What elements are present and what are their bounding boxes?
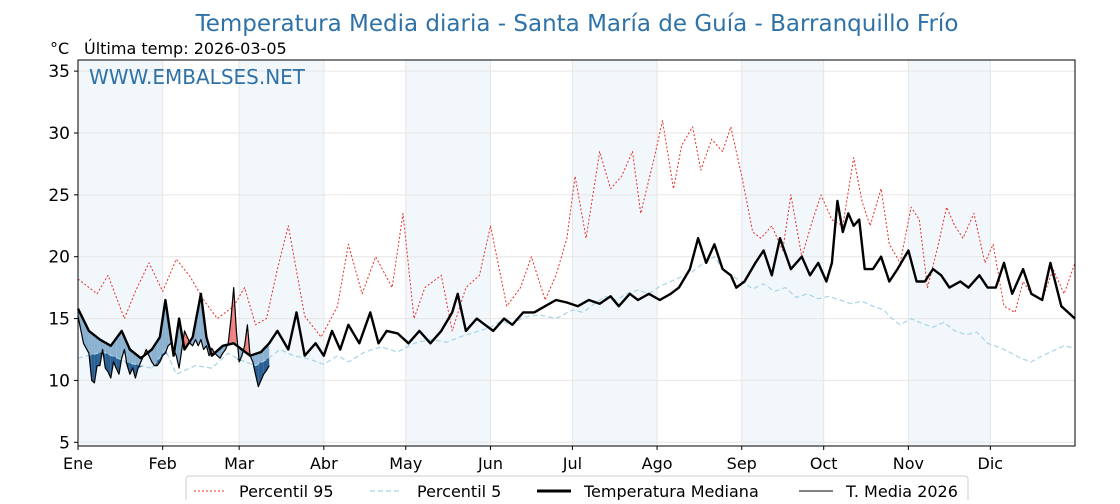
y-axis: 5 10 15 20 25 30 35 bbox=[48, 62, 78, 453]
series-line-t-media-2026 bbox=[77, 287, 270, 388]
x-tick-label-ago: Ago bbox=[642, 454, 673, 473]
below-median-fill bbox=[162, 300, 166, 356]
grid-lines bbox=[77, 60, 1075, 446]
month-band-sep bbox=[741, 60, 824, 446]
x-tick-label-oct: Oct bbox=[810, 454, 838, 473]
below-median-fill bbox=[222, 345, 226, 354]
x-tick-label-feb: Feb bbox=[149, 454, 177, 473]
x-tick-label-jul: Jul bbox=[562, 454, 582, 473]
legend-label-current: T. Media 2026 bbox=[845, 482, 958, 500]
below-p5-fill bbox=[266, 357, 270, 371]
month-band-jul bbox=[572, 60, 658, 446]
series-line-percentil-5 bbox=[77, 256, 1076, 375]
y-tick-label: 10 bbox=[48, 371, 70, 391]
x-tick-label-may: May bbox=[389, 454, 422, 473]
y-tick-label: 35 bbox=[48, 62, 70, 82]
y-tick-label: 15 bbox=[48, 310, 70, 330]
below-p5-fill bbox=[105, 353, 109, 372]
legend-label-median: Temperatura Mediana bbox=[583, 482, 759, 500]
x-tick-label-abr: Abr bbox=[310, 454, 338, 473]
below-median-fill bbox=[239, 347, 242, 362]
below-p5-fill bbox=[157, 356, 160, 366]
below-median-fill bbox=[154, 341, 158, 366]
y-tick-label: 25 bbox=[48, 186, 70, 206]
y-tick-label: 5 bbox=[59, 433, 70, 453]
below-median-fill bbox=[165, 300, 169, 354]
legend-label-p5: Percentil 5 bbox=[417, 482, 501, 500]
below-p5-fill bbox=[91, 354, 95, 383]
below-p5-fill bbox=[116, 357, 119, 375]
below-p5-fill bbox=[236, 357, 240, 362]
x-tick-label-sep: Sep bbox=[727, 454, 757, 473]
legend-label-p95: Percentil 95 bbox=[239, 482, 334, 500]
x-tick-label-dic: Dic bbox=[978, 454, 1004, 473]
month-bands bbox=[78, 60, 991, 446]
x-tick-label-nov: Nov bbox=[893, 454, 924, 473]
plot-frame bbox=[77, 59, 1076, 447]
y-tick-label: 30 bbox=[48, 124, 70, 144]
month-band-may bbox=[405, 60, 491, 446]
month-band-nov bbox=[908, 60, 991, 446]
legend-box bbox=[185, 475, 969, 504]
watermark: WWW.EMBALSES.NET bbox=[89, 65, 306, 89]
x-tick-label-ene: Ene bbox=[63, 454, 93, 473]
x-axis: Ene Feb Mar Abr May Jun Jul Ago Sep Oct Nov Dic bbox=[63, 446, 1003, 473]
last-temp-label: Última temp: 2026-03-05 bbox=[84, 39, 287, 58]
legend: Percentil 95 Percentil 5 Temperatura Med… bbox=[185, 475, 969, 504]
series-lines bbox=[76, 120, 1076, 388]
month-band-ene bbox=[78, 60, 163, 446]
x-tick-label-jun: Jun bbox=[477, 454, 503, 473]
y-tick-label: 20 bbox=[48, 248, 70, 268]
x-tick-label-mar: Mar bbox=[224, 454, 255, 473]
chart-title: Temperatura Media diaria - Santa María d… bbox=[195, 11, 959, 37]
below-p5-fill bbox=[97, 352, 100, 366]
y-unit-label: °C bbox=[50, 39, 69, 58]
